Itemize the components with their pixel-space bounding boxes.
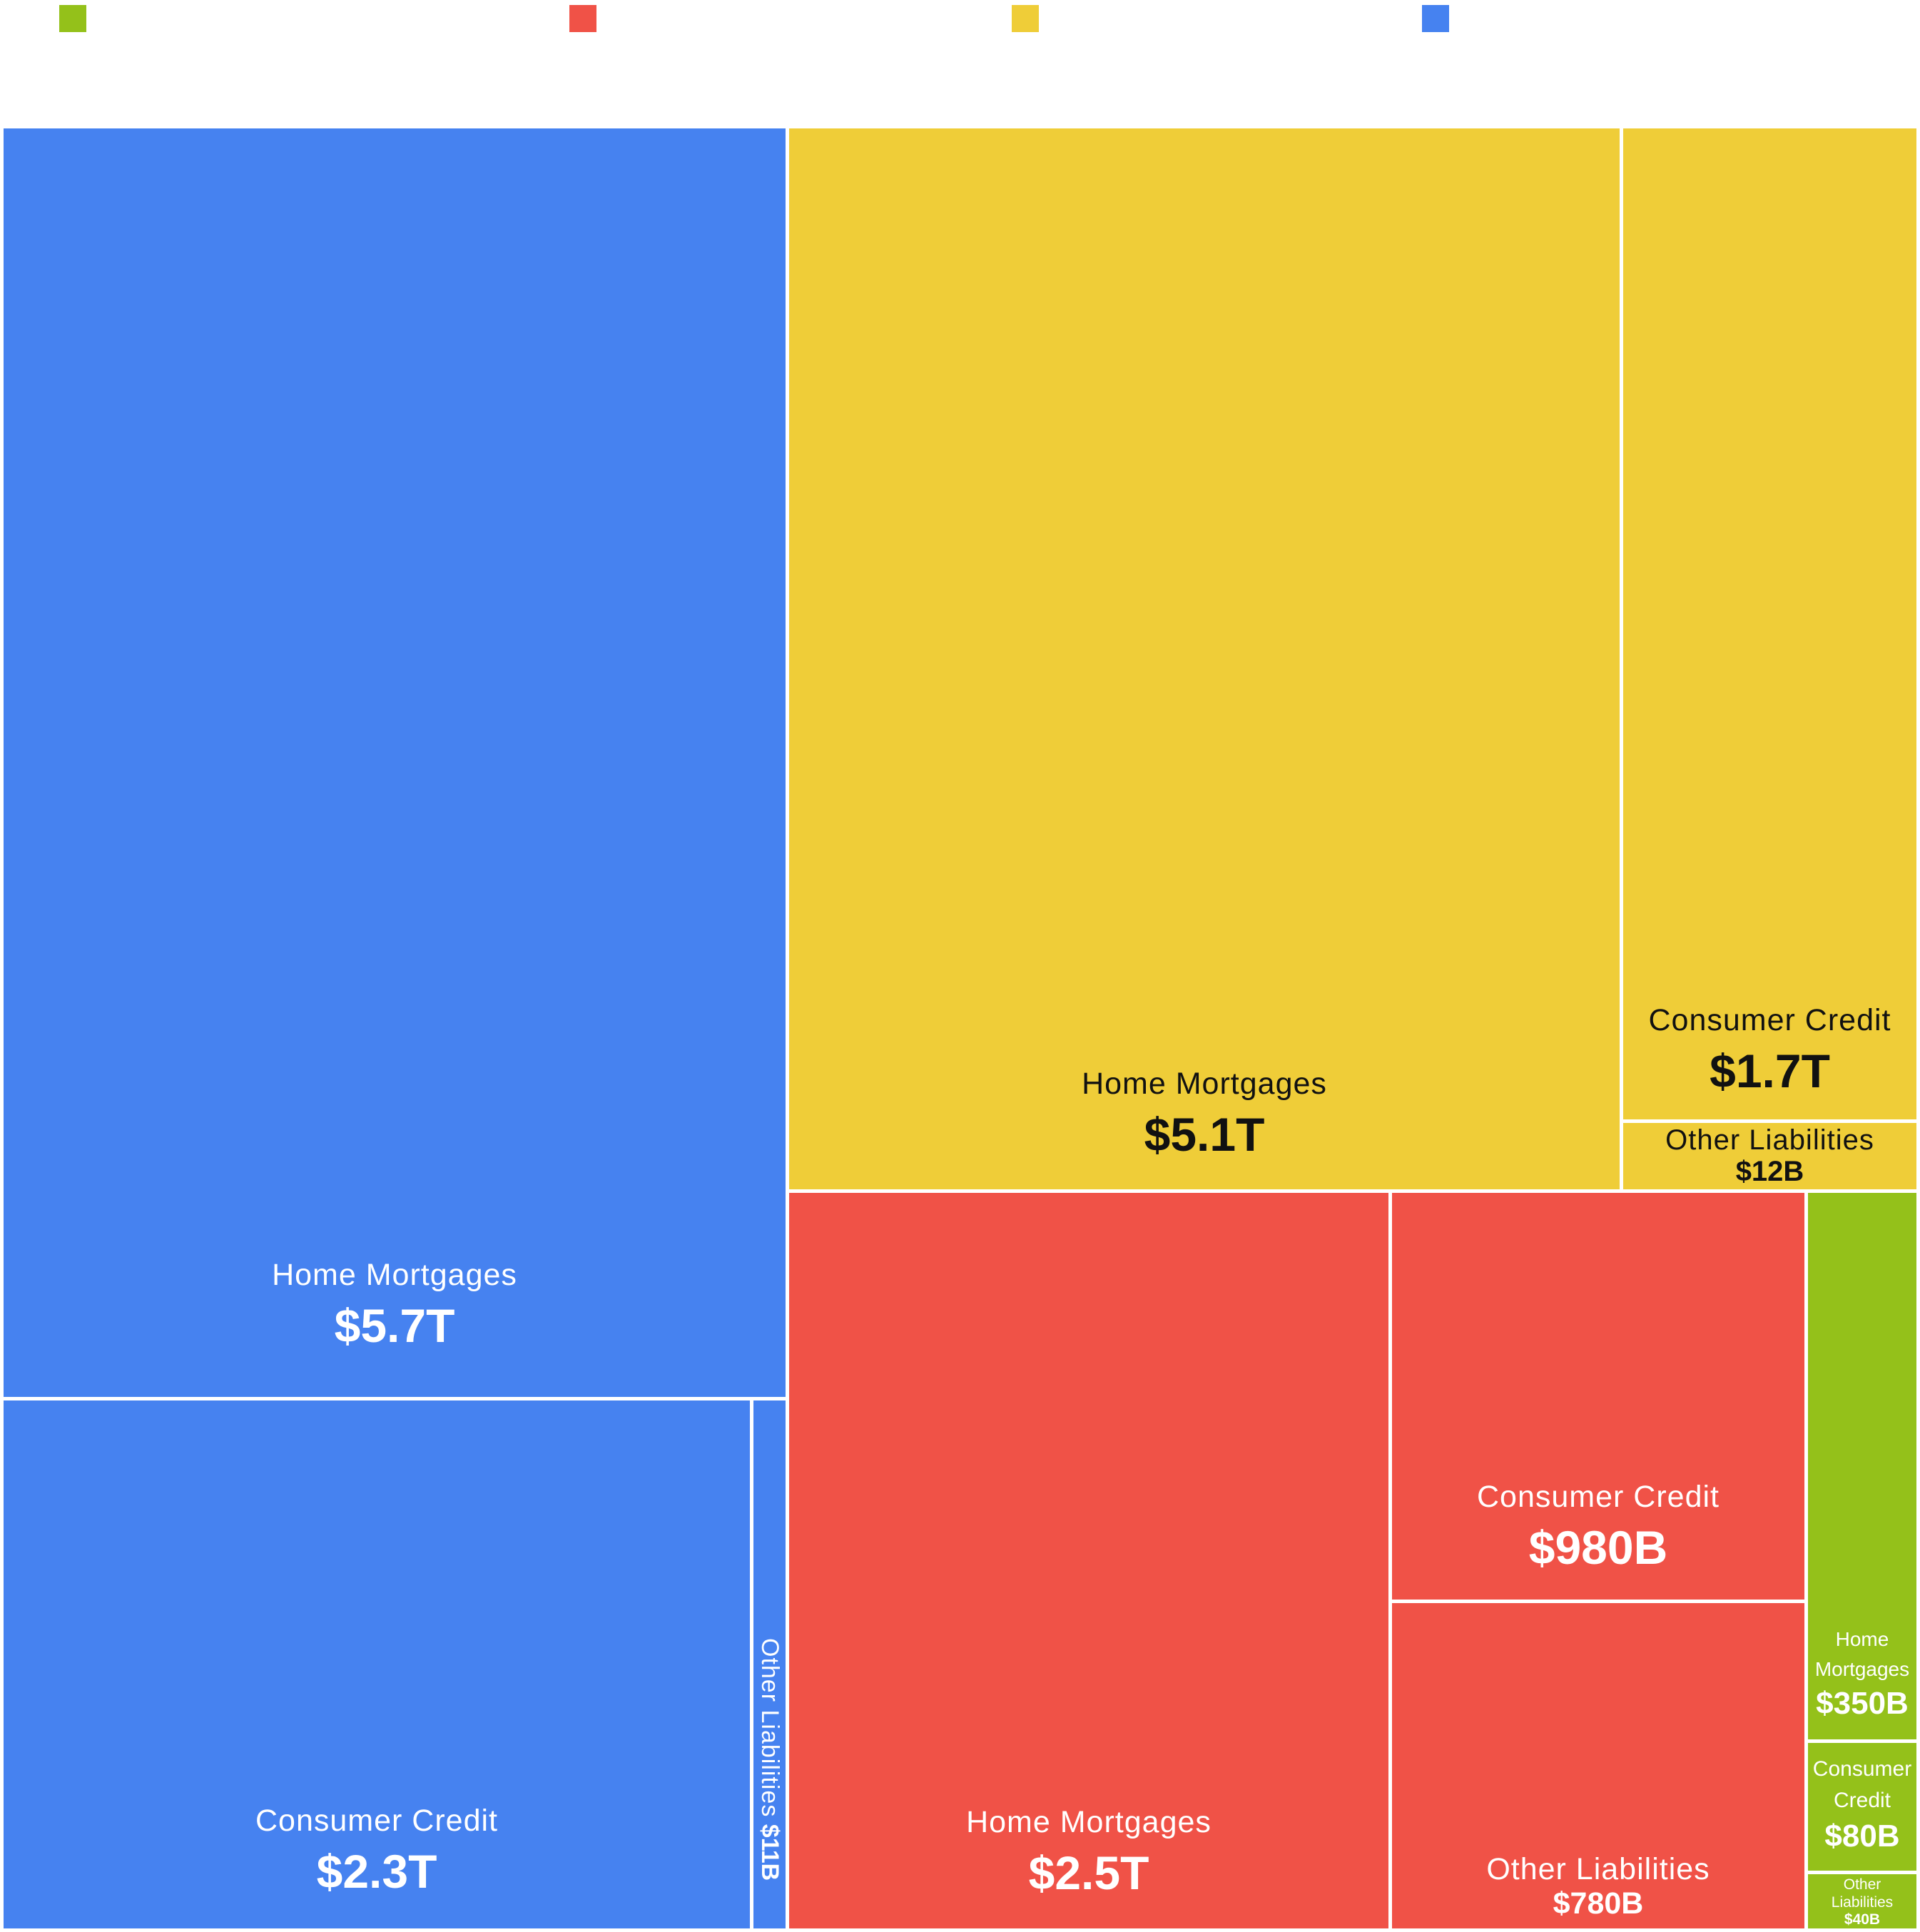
tile-value: $780B (1553, 1886, 1644, 1921)
tile-label-line1: Other (1843, 1876, 1881, 1893)
tile-label: Home Mortgages (966, 1805, 1212, 1839)
tile-red-other-liabilities[interactable]: Other Liabilities $780B (1392, 1603, 1804, 1928)
tile-label: Consumer Credit (255, 1804, 498, 1838)
tile-value: $5.7T (334, 1299, 455, 1352)
tile-value: $2.3T (316, 1845, 437, 1898)
tile-blue-consumer-credit[interactable]: Consumer Credit $2.3T (4, 1400, 750, 1928)
tile-label: Home Mortgages (1082, 1067, 1327, 1101)
tile-value: $980B (1528, 1521, 1668, 1574)
tile-label-line1: Home (1835, 1628, 1889, 1650)
tile-label: Consumer Credit (1648, 1003, 1891, 1037)
tile-label-line2: Mortgages (1814, 1658, 1910, 1680)
tile-value: $40B (1844, 1911, 1881, 1928)
tile-label-line2: Credit (1833, 1789, 1891, 1812)
tile-value: $5.1T (1144, 1108, 1265, 1161)
tile-value: $80B (1824, 1819, 1900, 1854)
tile-value: $11B (756, 1824, 783, 1881)
legend-swatch-yellow (1012, 5, 1039, 32)
tile-green-consumer-credit[interactable]: Consumer Credit $80B (1808, 1743, 1916, 1871)
tile-red-home-mortgages[interactable]: Home Mortgages $2.5T (789, 1193, 1388, 1928)
tile-value: $350B (1816, 1686, 1909, 1721)
tile-yellow-consumer-credit[interactable]: Consumer Credit $1.7T (1623, 128, 1916, 1119)
tile-value: $2.5T (1028, 1846, 1149, 1899)
legend-swatch-red (569, 5, 596, 32)
tile-green-home-mortgages[interactable]: Home Mortgages $350B (1808, 1193, 1916, 1739)
tile-label: Consumer Credit (1477, 1480, 1720, 1514)
tile-label: Other Liabilities (756, 1638, 783, 1818)
tile-label: Other Liabilities (1665, 1124, 1874, 1156)
tile-label-line1: Consumer (1812, 1757, 1912, 1781)
tile-value: $1.7T (1710, 1044, 1830, 1097)
tile-green-other-liabilities[interactable]: Other Liabilities $40B (1808, 1874, 1916, 1928)
tile-value: $12B (1735, 1156, 1804, 1187)
tile-blue-other-liabilities[interactable]: Other Liabilities $11B (753, 1400, 786, 1928)
tile-label-line2: Liabilities (1831, 1894, 1894, 1911)
tile-label: Home Mortgages (272, 1258, 517, 1292)
tile-label: Other Liabilities (1486, 1852, 1710, 1886)
tile-yellow-other-liabilities[interactable]: Other Liabilities $12B (1623, 1123, 1916, 1189)
tile-red-consumer-credit[interactable]: Consumer Credit $980B (1392, 1193, 1804, 1600)
tile-yellow-home-mortgages[interactable]: Home Mortgages $5.1T (789, 128, 1620, 1189)
tile-blue-home-mortgages[interactable]: Home Mortgages $5.7T (4, 128, 786, 1397)
legend-swatch-blue (1422, 5, 1449, 32)
legend-swatch-green (59, 5, 86, 32)
